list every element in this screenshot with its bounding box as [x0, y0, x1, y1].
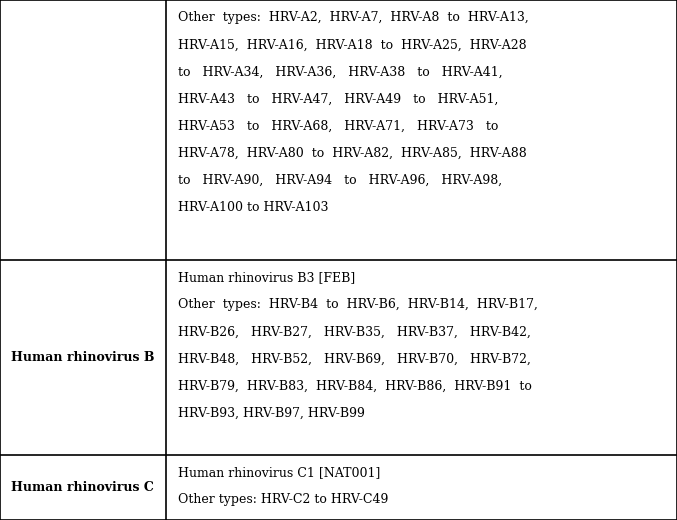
Text: HRV-A53   to   HRV-A68,   HRV-A71,   HRV-A73   to: HRV-A53 to HRV-A68, HRV-A71, HRV-A73 to	[178, 120, 498, 133]
Text: HRV-B79,  HRV-B83,  HRV-B84,  HRV-B86,  HRV-B91  to: HRV-B79, HRV-B83, HRV-B84, HRV-B86, HRV-…	[178, 380, 532, 393]
Text: Human rhinovirus C: Human rhinovirus C	[12, 481, 154, 494]
Text: HRV-B26,   HRV-B27,   HRV-B35,   HRV-B37,   HRV-B42,: HRV-B26, HRV-B27, HRV-B35, HRV-B37, HRV-…	[178, 326, 531, 339]
Text: to   HRV-A90,   HRV-A94   to   HRV-A96,   HRV-A98,: to HRV-A90, HRV-A94 to HRV-A96, HRV-A98,	[178, 174, 502, 187]
Text: HRV-B93, HRV-B97, HRV-B99: HRV-B93, HRV-B97, HRV-B99	[178, 407, 365, 420]
Text: Other  types:  HRV-B4  to  HRV-B6,  HRV-B14,  HRV-B17,: Other types: HRV-B4 to HRV-B6, HRV-B14, …	[178, 298, 538, 311]
Text: Other  types:  HRV-A2,  HRV-A7,  HRV-A8  to  HRV-A13,: Other types: HRV-A2, HRV-A7, HRV-A8 to H…	[178, 11, 529, 24]
Text: HRV-B48,   HRV-B52,   HRV-B69,   HRV-B70,   HRV-B72,: HRV-B48, HRV-B52, HRV-B69, HRV-B70, HRV-…	[178, 353, 531, 366]
Text: HRV-A15,  HRV-A16,  HRV-A18  to  HRV-A25,  HRV-A28: HRV-A15, HRV-A16, HRV-A18 to HRV-A25, HR…	[178, 38, 527, 51]
Text: Human rhinovirus B3 [FEB]: Human rhinovirus B3 [FEB]	[178, 271, 355, 284]
Text: HRV-A100 to HRV-A103: HRV-A100 to HRV-A103	[178, 201, 328, 214]
Text: to   HRV-A34,   HRV-A36,   HRV-A38   to   HRV-A41,: to HRV-A34, HRV-A36, HRV-A38 to HRV-A41,	[178, 66, 503, 79]
Text: Human rhinovirus B: Human rhinovirus B	[12, 351, 154, 364]
Text: Human rhinovirus C1 [NAT001]: Human rhinovirus C1 [NAT001]	[178, 466, 380, 479]
Text: HRV-A78,  HRV-A80  to  HRV-A82,  HRV-A85,  HRV-A88: HRV-A78, HRV-A80 to HRV-A82, HRV-A85, HR…	[178, 147, 527, 160]
Text: Other types: HRV-C2 to HRV-C49: Other types: HRV-C2 to HRV-C49	[178, 493, 389, 506]
Text: HRV-A43   to   HRV-A47,   HRV-A49   to   HRV-A51,: HRV-A43 to HRV-A47, HRV-A49 to HRV-A51,	[178, 93, 498, 106]
